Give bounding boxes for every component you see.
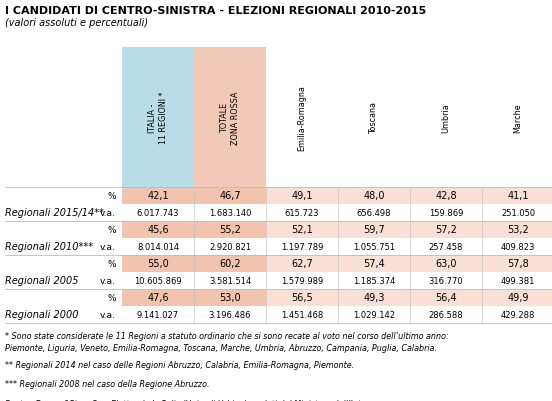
Text: 1.579.989: 1.579.989 [281,276,323,285]
Bar [122,188,194,205]
Text: 56,4: 56,4 [435,293,457,303]
Bar [194,188,266,205]
Bar [482,289,552,306]
Text: 47,6: 47,6 [147,293,169,303]
Text: 53,2: 53,2 [507,225,529,235]
Bar [482,221,552,239]
Bar [338,221,410,239]
Text: Regionali 2005: Regionali 2005 [5,276,78,286]
Bar [410,188,482,205]
Text: v.a.: v.a. [100,276,116,285]
Bar [410,255,482,272]
Text: Toscana: Toscana [369,102,379,134]
Text: ** Regionali 2014 nel caso delle Regioni Abruzzo, Calabria, Emilia-Romagna, Piem: ** Regionali 2014 nel caso delle Regioni… [5,360,354,369]
Text: v.a.: v.a. [100,242,116,251]
Bar [482,188,552,205]
Text: %: % [108,192,116,200]
Text: Regionali 2000: Regionali 2000 [5,310,78,320]
Text: 10.605.869: 10.605.869 [134,276,182,285]
Text: v.a.: v.a. [100,209,116,217]
Text: Regionali 2015/14**: Regionali 2015/14** [5,208,104,218]
Bar [122,255,194,272]
Bar [410,289,482,306]
Text: 499.381: 499.381 [501,276,535,285]
Bar [266,188,338,205]
Text: 1.185.374: 1.185.374 [353,276,395,285]
Text: 2.920.821: 2.920.821 [209,242,251,251]
Text: 316.770: 316.770 [429,276,463,285]
Text: Fonte:  Demos&Pi  e  Oss. Elettorale LaPolis (Univ. di Urbino) su dati del Minis: Fonte: Demos&Pi e Oss. Elettorale LaPoli… [5,399,379,401]
Text: 46,7: 46,7 [219,191,241,201]
Text: TOTALE
ZONA ROSSA: TOTALE ZONA ROSSA [220,91,240,144]
Text: 42,1: 42,1 [147,191,169,201]
Text: 286.588: 286.588 [429,310,463,319]
Text: 52,1: 52,1 [291,225,313,235]
Bar [122,48,194,188]
Text: ITALIA -
11 REGIONI *: ITALIA - 11 REGIONI * [148,91,168,144]
Text: 57,8: 57,8 [507,259,529,269]
Bar [338,255,410,272]
Bar [410,221,482,239]
Text: 6.017.743: 6.017.743 [137,209,179,217]
Text: 49,1: 49,1 [291,191,313,201]
Bar [266,289,338,306]
Text: 53,0: 53,0 [219,293,241,303]
Text: Marche: Marche [513,103,523,132]
Bar [122,289,194,306]
Text: 9.141.027: 9.141.027 [137,310,179,319]
Text: 1.451.468: 1.451.468 [281,310,323,319]
Text: (valori assoluti e percentuali): (valori assoluti e percentuali) [5,18,148,28]
Text: Umbria: Umbria [442,103,450,133]
Text: %: % [108,225,116,235]
Text: 8.014.014: 8.014.014 [137,242,179,251]
Text: 41,1: 41,1 [507,191,529,201]
Bar [266,221,338,239]
Text: 409.823: 409.823 [501,242,535,251]
Text: 45,6: 45,6 [147,225,169,235]
Bar [194,255,266,272]
Text: *** Regionali 2008 nel caso della Regione Abruzzo.: *** Regionali 2008 nel caso della Region… [5,379,210,388]
Text: 656.498: 656.498 [357,209,391,217]
Text: 1.029.142: 1.029.142 [353,310,395,319]
Text: 55,0: 55,0 [147,259,169,269]
Text: 60,2: 60,2 [219,259,241,269]
Text: 3.196.486: 3.196.486 [209,310,251,319]
Bar [122,221,194,239]
Text: 57,4: 57,4 [363,259,385,269]
Text: 56,5: 56,5 [291,293,313,303]
Text: 57,2: 57,2 [435,225,457,235]
Text: 251.050: 251.050 [501,209,535,217]
Bar [194,289,266,306]
Text: %: % [108,293,116,302]
Bar [266,255,338,272]
Text: 615.723: 615.723 [285,209,319,217]
Text: 49,3: 49,3 [363,293,385,303]
Text: 257.458: 257.458 [429,242,463,251]
Bar [194,48,266,188]
Text: * Sono state considerate le 11 Regioni a statuto ordinario che si sono recate al: * Sono state considerate le 11 Regioni a… [5,331,449,352]
Text: 59,7: 59,7 [363,225,385,235]
Text: 48,0: 48,0 [363,191,385,201]
Bar [338,289,410,306]
Text: I CANDIDATI DI CENTRO-SINISTRA - ELEZIONI REGIONALI 2010-2015: I CANDIDATI DI CENTRO-SINISTRA - ELEZION… [5,6,426,16]
Text: 1.683.140: 1.683.140 [209,209,251,217]
Text: 1.055.751: 1.055.751 [353,242,395,251]
Bar [194,221,266,239]
Text: 3.581.514: 3.581.514 [209,276,251,285]
Text: 1.197.789: 1.197.789 [281,242,323,251]
Text: 49,9: 49,9 [507,293,529,303]
Text: 62,7: 62,7 [291,259,313,269]
Text: 42,8: 42,8 [435,191,457,201]
Text: Emilia-Romagna: Emilia-Romagna [298,85,306,150]
Text: 159.869: 159.869 [429,209,463,217]
Text: %: % [108,259,116,268]
Text: 63,0: 63,0 [435,259,457,269]
Text: 55,2: 55,2 [219,225,241,235]
Text: 429.288: 429.288 [501,310,535,319]
Bar [338,188,410,205]
Bar [482,255,552,272]
Text: v.a.: v.a. [100,310,116,319]
Text: Regionali 2010***: Regionali 2010*** [5,242,93,252]
